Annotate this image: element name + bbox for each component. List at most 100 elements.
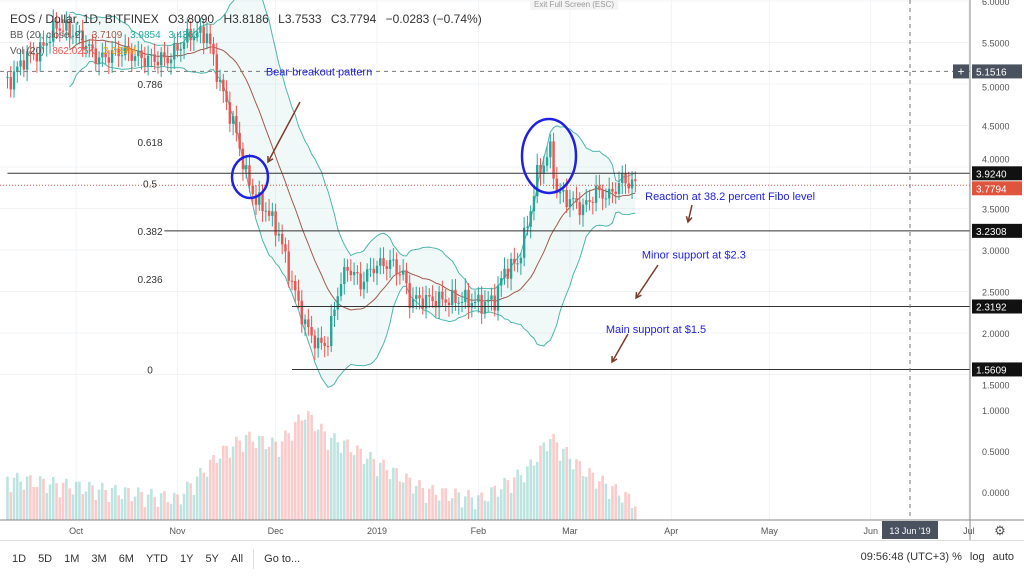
x-tick-label: Oct [69, 526, 84, 536]
candle-body [604, 198, 608, 200]
candle-body [388, 259, 392, 269]
candle-body [65, 20, 68, 31]
candle-body [454, 289, 457, 304]
candle-body [346, 266, 349, 271]
volume-bar [225, 445, 228, 520]
crosshair-date-label: 13 Jun '19 [889, 526, 930, 536]
price-chart[interactable]: 0.786 0.618 0.5 0.382 0.236 0 6.0000 5.5000 5.00… [0, 0, 1024, 540]
volume-bar [254, 447, 258, 520]
candle-body [617, 182, 621, 194]
candle-body [483, 301, 487, 314]
volume-bar [51, 477, 55, 520]
tf-1y[interactable]: 1Y [179, 553, 194, 565]
candle-body [385, 266, 389, 269]
volume-bar [65, 478, 68, 520]
candle-body [611, 188, 614, 192]
volume-bar [182, 493, 186, 520]
volume-bar [480, 492, 483, 520]
candle-body [395, 259, 398, 275]
volume-bar [447, 500, 451, 520]
volume-bar [395, 468, 398, 520]
bb-fill [69, 0, 636, 388]
chart-annotation: Reaction at 38.2 percent Fibo level [645, 191, 815, 203]
auto-toggle[interactable]: auto [992, 551, 1014, 563]
candle-body [522, 227, 526, 258]
price-label: 3.9240 [976, 169, 1007, 180]
volume-bar [159, 493, 163, 520]
tf-3m[interactable]: 3M [91, 553, 107, 565]
crosshair-date-bg [882, 521, 939, 539]
volume-bar [22, 489, 26, 520]
price-label: 3.2308 [976, 227, 1007, 238]
volume-bar [470, 497, 474, 520]
volume-bar [558, 460, 562, 520]
tf-all[interactable]: All [230, 553, 244, 565]
arrow-head [685, 216, 693, 224]
volume-bar [388, 479, 392, 520]
volume-bar [136, 487, 140, 520]
candle-body [228, 102, 232, 124]
crosshair-plus-bg [953, 64, 969, 79]
candle-body [516, 263, 519, 265]
y-tick-label: 1.5000 [982, 380, 1010, 390]
candle-body [401, 270, 405, 275]
candle-body [336, 296, 339, 310]
tf-1d[interactable]: 1D [12, 553, 27, 565]
bb-upper: 3.9854 [130, 30, 161, 41]
candle-body [486, 299, 490, 302]
candle-body [575, 198, 578, 203]
candle-body [303, 319, 307, 325]
candle-body [16, 66, 19, 72]
tf-5d[interactable]: 5D [38, 553, 53, 565]
tf-1m[interactable]: 1M [64, 553, 80, 565]
volume-bar [19, 481, 22, 520]
tf-5y[interactable]: 5Y [205, 553, 219, 565]
candle-body [290, 280, 294, 282]
volume-bar [441, 488, 444, 520]
candle-body [137, 50, 140, 57]
candle-body [205, 33, 209, 44]
vol-label[interactable]: Vol (20) [10, 46, 45, 57]
vol-value: 862.025K [52, 46, 96, 57]
candle-body [408, 283, 411, 308]
volume-bar [248, 431, 251, 520]
tf-ytd[interactable]: YTD [145, 553, 168, 565]
symbol-title[interactable]: EOS / Dollar, 1D, BITFINEX [10, 12, 159, 26]
volume-bar [414, 485, 418, 520]
volume-bar [117, 495, 120, 520]
goto-button[interactable]: Go to... [264, 553, 301, 565]
volume-bar [336, 442, 340, 520]
percent-toggle[interactable]: % [952, 551, 962, 563]
volume-bar [369, 452, 372, 520]
volume-bar [316, 429, 320, 520]
volume-bar [166, 502, 170, 520]
volume-bar [114, 484, 117, 520]
candle-body [369, 268, 372, 270]
volume-bar [444, 488, 447, 520]
exit-fullscreen-button[interactable]: Exit Full Screen (ESC) [530, 0, 619, 10]
volume-bar [38, 476, 42, 520]
volume-bar [123, 487, 127, 520]
candle-body [411, 298, 415, 308]
candle-body [506, 268, 509, 279]
candle-body [356, 271, 359, 274]
candle-body [415, 295, 418, 299]
volume-bar [591, 472, 595, 520]
candle-body [212, 43, 215, 55]
log-toggle[interactable]: log [969, 551, 985, 563]
volume-bar [365, 458, 369, 520]
bb-mid: 3.7109 [91, 30, 123, 41]
volume-bar [91, 485, 94, 520]
candle-body [532, 196, 536, 212]
volume-bar [176, 494, 179, 520]
settings-gear-icon[interactable]: ⚙ [994, 523, 1006, 538]
volume-bar [562, 448, 565, 520]
candle-body [284, 244, 287, 252]
tf-6m[interactable]: 6M [118, 553, 134, 565]
x-tick-label: Apr [664, 526, 678, 536]
bb-label[interactable]: BB (20, close, 2) [10, 30, 84, 41]
volume-legend: Vol (20) 862.025K 3.039M [10, 46, 141, 58]
volume-bar [212, 454, 215, 520]
candle-body [480, 294, 483, 314]
volume-bar [614, 484, 618, 520]
